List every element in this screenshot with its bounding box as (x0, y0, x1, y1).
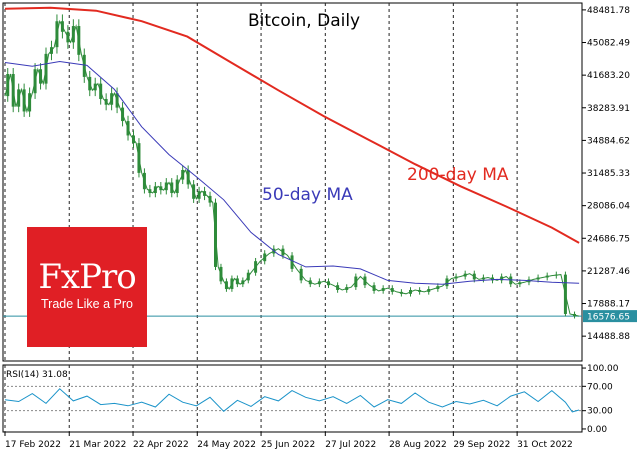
rsi-line (4, 388, 580, 413)
x-tick-label: 24 May 2022 (197, 440, 256, 450)
rsi-plot-frame (2, 364, 583, 433)
chart-title: Bitcoin, Daily (248, 11, 360, 31)
rsi-title: RSI(14) 31.08 (6, 370, 68, 380)
last-price-label: 16576.65 (587, 313, 630, 323)
rsi-y-tick-label: 70.00 (587, 382, 613, 392)
x-tick-label: 22 Apr 2022 (133, 440, 189, 450)
y-tick-label: 48481.78 (587, 6, 630, 16)
logo-tagline: Trade Like a Pro (41, 297, 133, 311)
x-tick-label: 27 Jul 2022 (325, 440, 376, 450)
y-tick-label: 41683.20 (587, 71, 630, 81)
logo-name: FxPro (38, 257, 136, 297)
x-tick-label: 28 Aug 2022 (389, 440, 447, 450)
x-tick-label: 29 Sep 2022 (453, 440, 510, 450)
ma-200-annotation: 200-day MA (407, 165, 509, 185)
x-tick-label: 21 Mar 2022 (69, 440, 126, 450)
rsi-y-tick-label: 0.00 (587, 425, 607, 435)
y-tick-label: 31485.33 (587, 169, 630, 179)
y-tick-label: 17888.17 (587, 300, 630, 310)
rsi-y-tick-label: 100.00 (587, 364, 619, 374)
bitcoin-price-line (4, 19, 580, 317)
ma-200-line (4, 6, 580, 244)
x-tick-label: 31 Oct 2022 (517, 440, 573, 450)
fxpro-logo: FxPro Trade Like a Pro (27, 227, 147, 347)
y-tick-label: 45082.49 (587, 39, 630, 49)
y-tick-label: 38283.91 (587, 104, 630, 114)
rsi-y-tick-label: 30.00 (587, 407, 613, 417)
x-tick-label: 17 Feb 2022 (5, 440, 61, 450)
ma-50-line (4, 60, 580, 285)
last-price-badge (583, 310, 637, 323)
rsi-panel: 100.00 70.00 30.00 0.00 RSI(14) 31.08 (2, 364, 619, 435)
x-tick-label: 25 Jun 2022 (261, 440, 315, 450)
x-axis: 17 Feb 2022 21 Mar 2022 22 Apr 2022 24 May … (4, 432, 573, 450)
y-tick-label: 28086.04 (587, 202, 630, 212)
y-tick-label: 14488.88 (587, 332, 630, 342)
ma-50-annotation: 50-day MA (262, 185, 353, 205)
y-tick-label: 24686.75 (587, 234, 630, 244)
y-tick-label: 34884.62 (587, 136, 630, 146)
y-tick-label: 21287.46 (587, 267, 630, 277)
